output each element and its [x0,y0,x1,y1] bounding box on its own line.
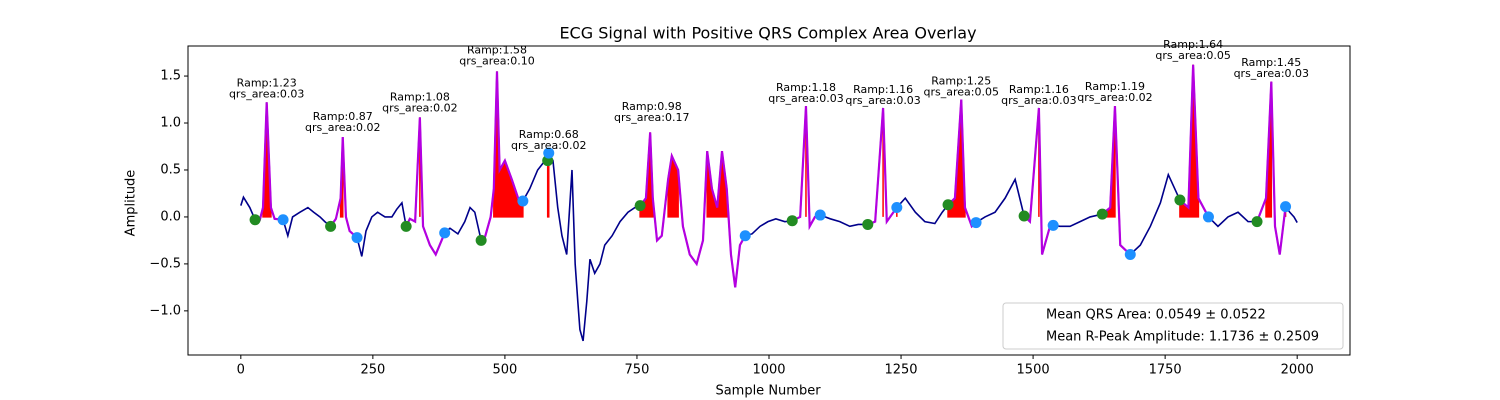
legend-entry: Mean R-Peak Amplitude: 1.1736 ± 0.2509 [1046,330,1319,345]
annotation-text: qrs_area:0.02 [511,139,586,152]
annotation-text: qrs_area:0.03 [229,87,304,100]
onset-point [1174,194,1186,206]
onset-point [786,215,798,227]
annotation-text: qrs_area:0.03 [1001,94,1076,107]
legend-box [1002,302,1344,350]
offset-point [970,217,982,229]
x-tick-label: 0 [237,363,245,378]
x-tick-label: 750 [625,363,650,378]
qrs-overlay [1179,64,1210,218]
y-tick-label: −0.5 [149,256,181,271]
annotation-text: qrs_area:0.05 [924,86,999,99]
annotation-text: Ramp:0.98 [622,100,682,113]
annotation-text: Ramp:1.64 [1163,38,1223,51]
qrs-overlay [329,137,358,239]
y-tick-label: −1.0 [149,303,181,318]
annotation-text: Ramp:1.45 [1241,56,1301,69]
onset-point [1251,216,1263,228]
annotation-text: Ramp:1.08 [390,91,450,104]
offset-point [543,147,555,159]
annotation-text: Ramp:1.16 [1009,83,1069,96]
onset-point [475,234,487,246]
annotation-text: qrs_area:0.03 [1234,67,1309,80]
onset-point [400,220,412,232]
annotation-text: Ramp:1.25 [931,75,991,88]
onset-point [942,199,954,211]
offset-point [891,202,903,214]
qrs-overlay [1256,81,1287,255]
annotation-text: Ramp:1.16 [853,83,913,96]
legend-entry: Mean QRS Area: 0.0549 ± 0.0522 [1046,308,1266,323]
offset-point [277,214,289,226]
annotation-text: qrs_area:0.10 [459,55,534,68]
y-tick-label: 1.5 [160,69,181,84]
annotation-text: Ramp:1.19 [1085,80,1145,93]
offset-point [1202,211,1214,223]
offset-point [517,195,529,207]
y-axis-label: Amplitude [124,170,139,237]
annotation-text: qrs_area:0.02 [305,121,380,134]
offset-point [814,209,826,221]
chart-title: ECG Signal with Positive QRS Complex Are… [559,24,976,43]
offset-point [439,227,451,239]
annotation-text: qrs_area:0.17 [614,111,689,124]
annotation-text: qrs_area:0.03 [768,92,843,105]
annotation-text: qrs_area:0.02 [1077,91,1152,104]
qrs-overlay [1101,106,1132,256]
onset-point [862,218,874,230]
qrs-overlay [405,117,446,257]
x-tick-label: 1250 [884,363,917,378]
annotation-text: qrs_area:0.02 [382,102,457,115]
onset-point [249,214,261,226]
y-tick-label: 0.5 [160,162,181,177]
qrs-overlay [480,71,524,242]
y-tick-label: 1.0 [160,116,181,131]
annotation-text: Ramp:0.87 [313,110,373,123]
offset-point [1280,201,1292,213]
x-tick-label: 250 [360,363,385,378]
annotation-text: Ramp:0.68 [519,128,579,141]
x-tick-label: 1500 [1017,363,1050,378]
annotation-text: qrs_area:0.03 [845,94,920,107]
y-tick-label: 0.0 [160,209,181,224]
onset-point [1096,208,1108,220]
offset-point [739,230,751,242]
annotation-text: qrs_area:0.05 [1155,49,1230,62]
x-tick-label: 2000 [1281,363,1314,378]
annotation-text: Ramp:1.58 [467,44,527,57]
qrs-overlay [639,132,747,288]
x-tick-label: 1750 [1149,363,1182,378]
offset-point [1124,249,1136,261]
onset-point [1018,210,1030,222]
offset-point [1047,219,1059,231]
onset-point [634,200,646,212]
annotation-text: Ramp:1.23 [237,76,297,89]
offset-point [351,232,363,244]
plot-frame [187,45,1351,356]
x-tick-label: 500 [492,363,517,378]
x-tick-label: 1000 [752,363,785,378]
x-axis-label: Sample Number [715,384,821,399]
annotation-text: Ramp:1.18 [776,81,836,94]
onset-point [325,220,337,232]
